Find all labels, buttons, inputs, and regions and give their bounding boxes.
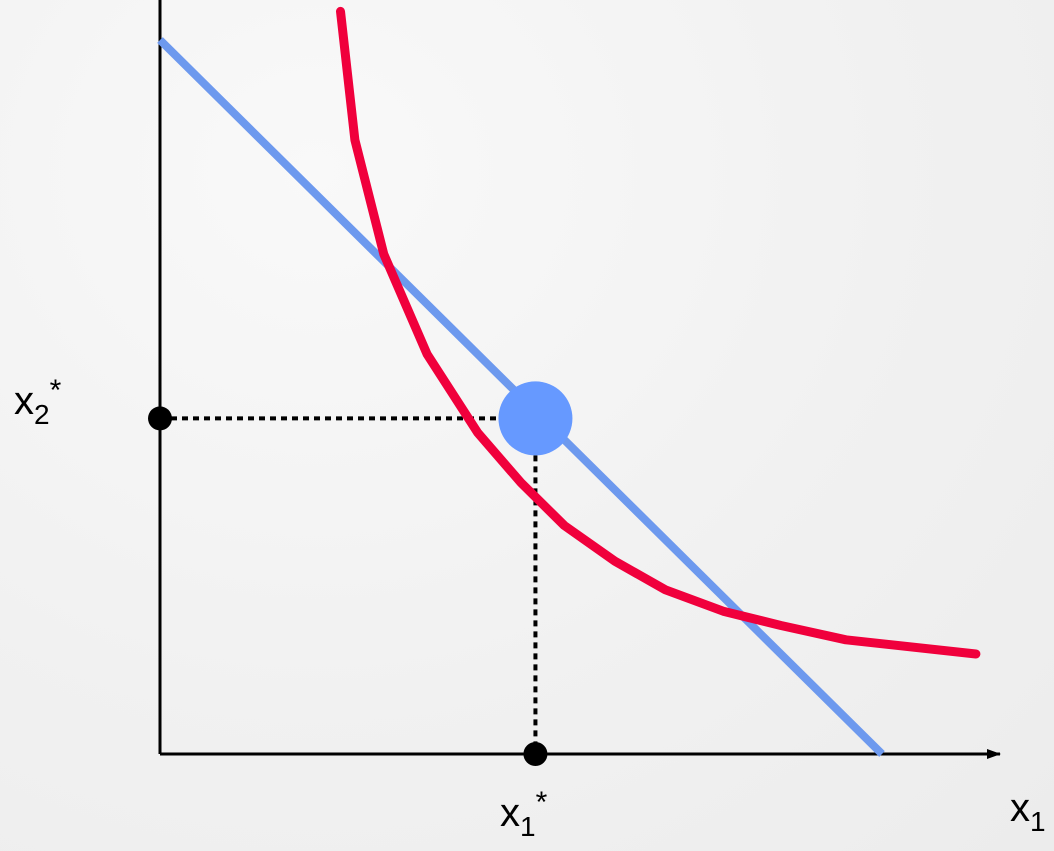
x1-star-marker (523, 742, 548, 766)
indifference-curve (336, 6, 981, 659)
x2-star-label: x2* (14, 374, 62, 430)
x1-axis-label: x1 (1010, 786, 1046, 837)
x2-star-marker (148, 406, 172, 431)
x1-star-label: x1* (500, 786, 548, 842)
optimum-point (498, 381, 573, 456)
